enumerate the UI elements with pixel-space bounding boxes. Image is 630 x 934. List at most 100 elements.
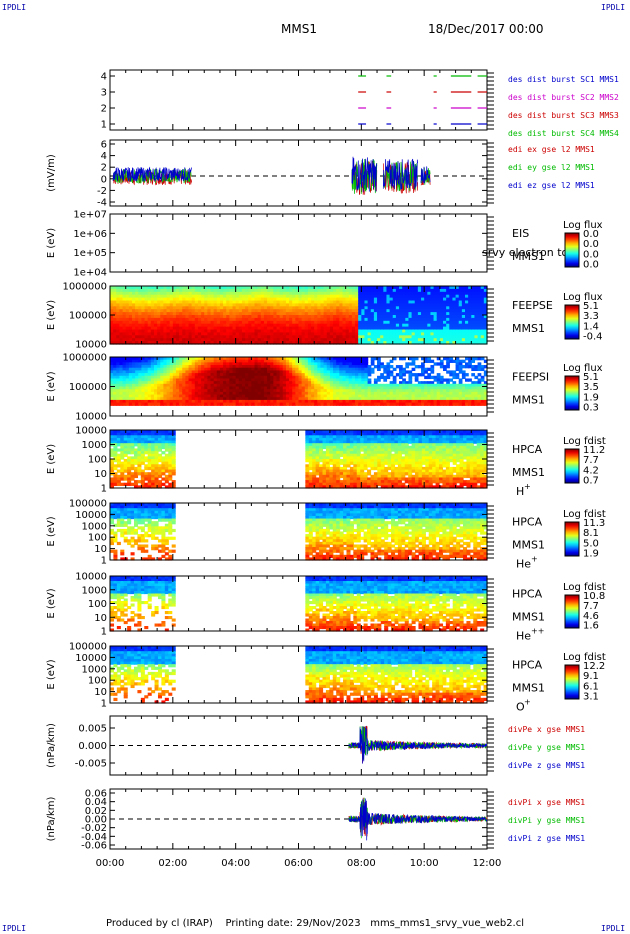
spectrogram-cell: [194, 297, 199, 302]
spectrogram-cell: [320, 362, 325, 366]
spectrogram-cell: [289, 297, 293, 302]
spectrogram-cell: [339, 359, 344, 363]
spectrogram-cell: [421, 315, 425, 319]
spectrogram-cell: [191, 286, 196, 290]
spectrogram-cell: [295, 320, 300, 325]
spectrogram-cell: [298, 399, 303, 404]
spectrogram-cell: [229, 286, 234, 290]
spectrogram-cell: [232, 332, 237, 336]
spectrogram-cell: [279, 399, 284, 404]
spectrogram-cell: [399, 288, 403, 293]
spectrogram-cell: [333, 332, 337, 336]
spectrogram-cell: [326, 365, 331, 369]
spectrogram-cell: [235, 317, 240, 322]
spectrogram-cell: [182, 288, 186, 293]
spectrogram-cell: [110, 378, 114, 382]
spectrogram-cell: [116, 399, 121, 404]
spectrogram-cell: [408, 362, 413, 366]
spectrogram-cell: [229, 373, 234, 377]
spectrogram-cell: [339, 394, 344, 398]
spectrogram-cell: [480, 320, 485, 325]
spectrogram-cell: [323, 386, 328, 390]
spectrogram-cell: [116, 383, 121, 388]
spectrogram-cell: [364, 306, 369, 310]
spectrogram-cell: [465, 306, 469, 310]
spectrogram-cell: [128, 375, 133, 380]
spectrogram-cell: [147, 329, 152, 333]
spectrogram-cell: [147, 367, 152, 372]
spectrogram-cell: [138, 286, 143, 290]
spectrogram-cell: [248, 297, 252, 302]
spectrogram-cell: [219, 359, 224, 363]
spectrogram-cell: [169, 362, 174, 366]
spectrogram-cell: [122, 323, 127, 328]
spectrogram-cell: [285, 383, 290, 388]
spectrogram-cell: [392, 402, 397, 406]
spectrogram-cell: [436, 320, 441, 325]
spectrogram-cell: [191, 391, 196, 396]
spectrogram-cell: [267, 315, 271, 319]
spectrogram-cell: [386, 306, 391, 310]
spectrogram-cell: [276, 297, 281, 302]
spectrogram-cell: [119, 399, 124, 404]
spectrogram-cell: [405, 399, 410, 404]
spectrogram-cell: [345, 399, 350, 404]
spectrogram-cell: [163, 306, 168, 310]
spectrogram-cell: [342, 394, 347, 398]
spectrogram-cell: [201, 306, 205, 310]
spectrogram-cell: [122, 326, 127, 331]
spectrogram-cell: [260, 365, 265, 369]
spectrogram-cell: [241, 394, 246, 398]
spectrogram-cell: [191, 306, 196, 310]
spectrogram-cell: [219, 288, 224, 293]
spectrogram-cell: [276, 329, 281, 333]
spectrogram-cell: [339, 397, 344, 401]
spectrogram-cell: [267, 397, 271, 401]
spectrogram-cell: [408, 332, 413, 336]
spectrogram-cell: [383, 312, 388, 316]
spectrogram-cell: [251, 294, 256, 299]
spectrogram-cell: [483, 389, 488, 393]
spectrogram-cell: [131, 362, 136, 366]
spectrogram-cell: [351, 291, 356, 296]
spectrogram-cell: [439, 329, 444, 333]
spectrogram-cell: [238, 341, 243, 345]
spectrogram-cell: [380, 394, 384, 398]
spectrogram-cell: [336, 320, 340, 325]
spectrogram-cell: [238, 338, 243, 342]
spectrogram-cell: [141, 402, 146, 406]
spectrogram-cell: [414, 338, 419, 342]
spectrogram-cell: [443, 332, 447, 336]
spectrogram-cell: [110, 297, 114, 302]
spectrogram-cell: [314, 341, 318, 345]
spectrogram-cell: [439, 332, 444, 336]
spectrogram-cell: [307, 341, 312, 345]
spectrogram-cell: [455, 389, 460, 393]
spectrogram-cell: [323, 315, 328, 319]
spectrogram-cell: [128, 373, 133, 377]
spectrogram-cell: [188, 309, 193, 313]
spectrogram-cell: [301, 338, 306, 342]
spectrogram-cell: [138, 381, 143, 385]
spectrogram-cell: [276, 335, 281, 339]
spectrogram-cell: [254, 294, 259, 299]
spectrogram-cell: [452, 306, 457, 310]
spectrogram-cell: [477, 367, 482, 372]
spectrogram-cell: [251, 335, 256, 339]
spectrogram-cell: [210, 288, 215, 293]
spectrogram-cell: [483, 286, 488, 290]
spectrogram-cell: [326, 286, 331, 290]
spectrogram-cell: [245, 286, 249, 290]
spectrogram-cell: [169, 399, 174, 404]
spectrogram-cell: [433, 391, 438, 396]
spectrogram-cell: [273, 326, 278, 331]
spectrogram-cell: [411, 359, 416, 363]
spectrogram-cell: [373, 391, 378, 396]
spectrogram-cell: [351, 341, 356, 345]
spectrogram-cell: [282, 286, 287, 290]
spectrogram-cell: [169, 297, 174, 302]
spectrogram-cell: [204, 357, 208, 361]
spectrogram-cell: [273, 383, 278, 388]
spectrogram-cell: [465, 373, 469, 377]
spectrogram-cell: [446, 383, 450, 388]
